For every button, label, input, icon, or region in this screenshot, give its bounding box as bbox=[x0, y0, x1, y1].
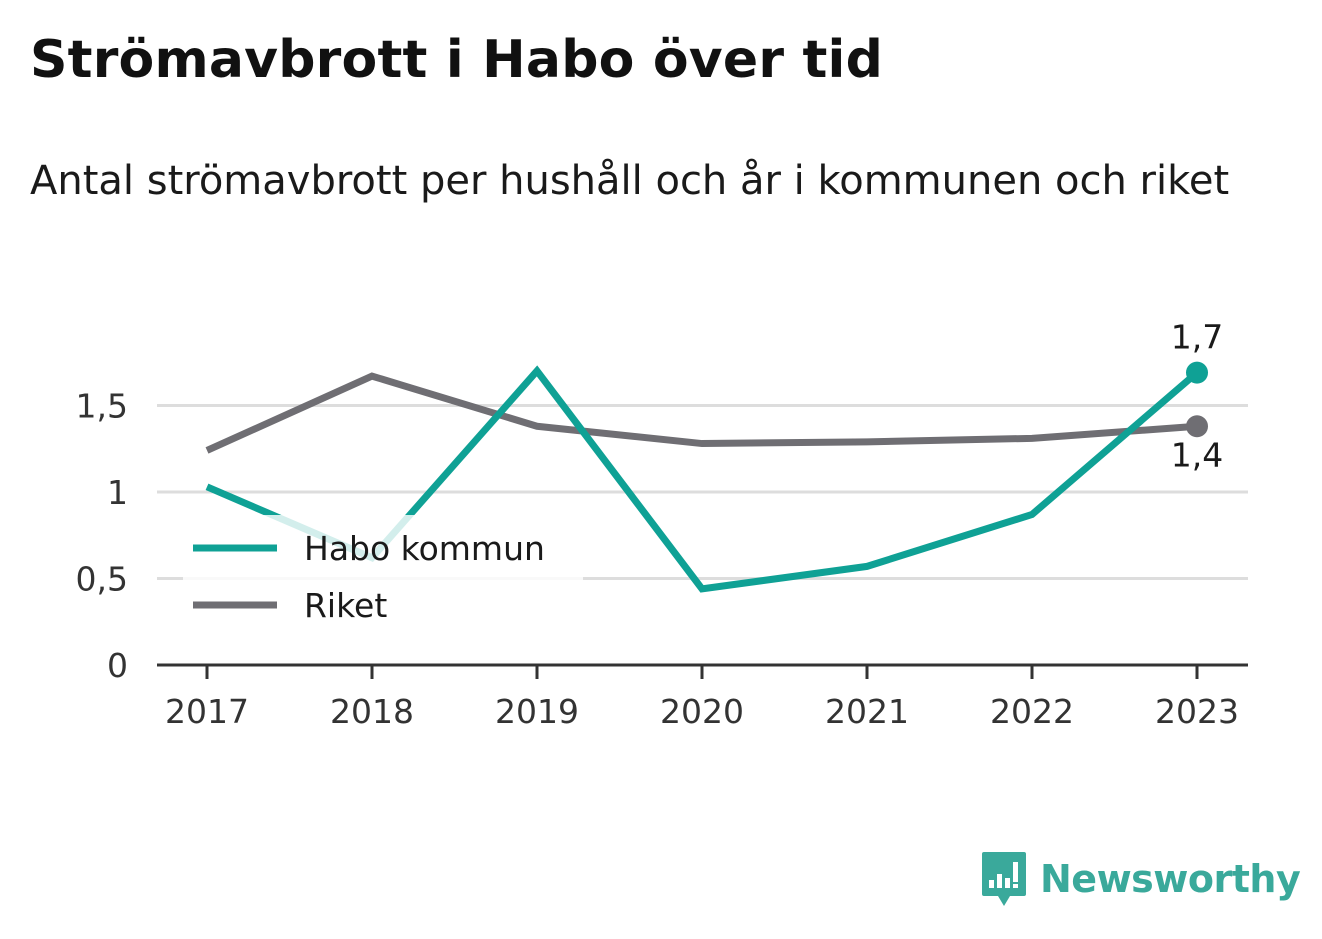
y-tick-label: 0 bbox=[107, 646, 128, 685]
legend-label: Riket bbox=[304, 586, 387, 625]
brand-logo[interactable]: Newsworthy bbox=[980, 848, 1301, 910]
x-tick-label: 2022 bbox=[990, 692, 1074, 731]
x-tick-label: 2019 bbox=[495, 692, 579, 731]
chart-title: Strömavbrott i Habo över tid bbox=[30, 30, 883, 90]
y-tick-label: 1 bbox=[107, 473, 128, 512]
brand-name: Newsworthy bbox=[1040, 857, 1301, 901]
series-line-riket bbox=[205, 372, 1198, 454]
legend-label: Habo kommun bbox=[304, 529, 545, 568]
end-value-label: 1,4 bbox=[1171, 435, 1223, 474]
y-tick-label: 1,5 bbox=[76, 387, 128, 426]
x-tick-label: 2021 bbox=[825, 692, 909, 731]
y-tick-label: 0,5 bbox=[76, 560, 128, 599]
end-point-marker bbox=[1186, 361, 1208, 384]
end-value-label: 1,7 bbox=[1171, 318, 1223, 357]
x-tick-label: 2020 bbox=[660, 692, 744, 731]
chart-subtitle: Antal strömavbrott per hushåll och år i … bbox=[30, 158, 1230, 204]
x-tick-label: 2017 bbox=[165, 692, 249, 731]
newsworthy-logo-icon bbox=[982, 852, 1026, 906]
x-tick-label: 2018 bbox=[330, 692, 414, 731]
end-point-marker bbox=[1186, 415, 1208, 438]
legend-background bbox=[183, 515, 583, 633]
x-tick-label: 2023 bbox=[1155, 692, 1239, 731]
